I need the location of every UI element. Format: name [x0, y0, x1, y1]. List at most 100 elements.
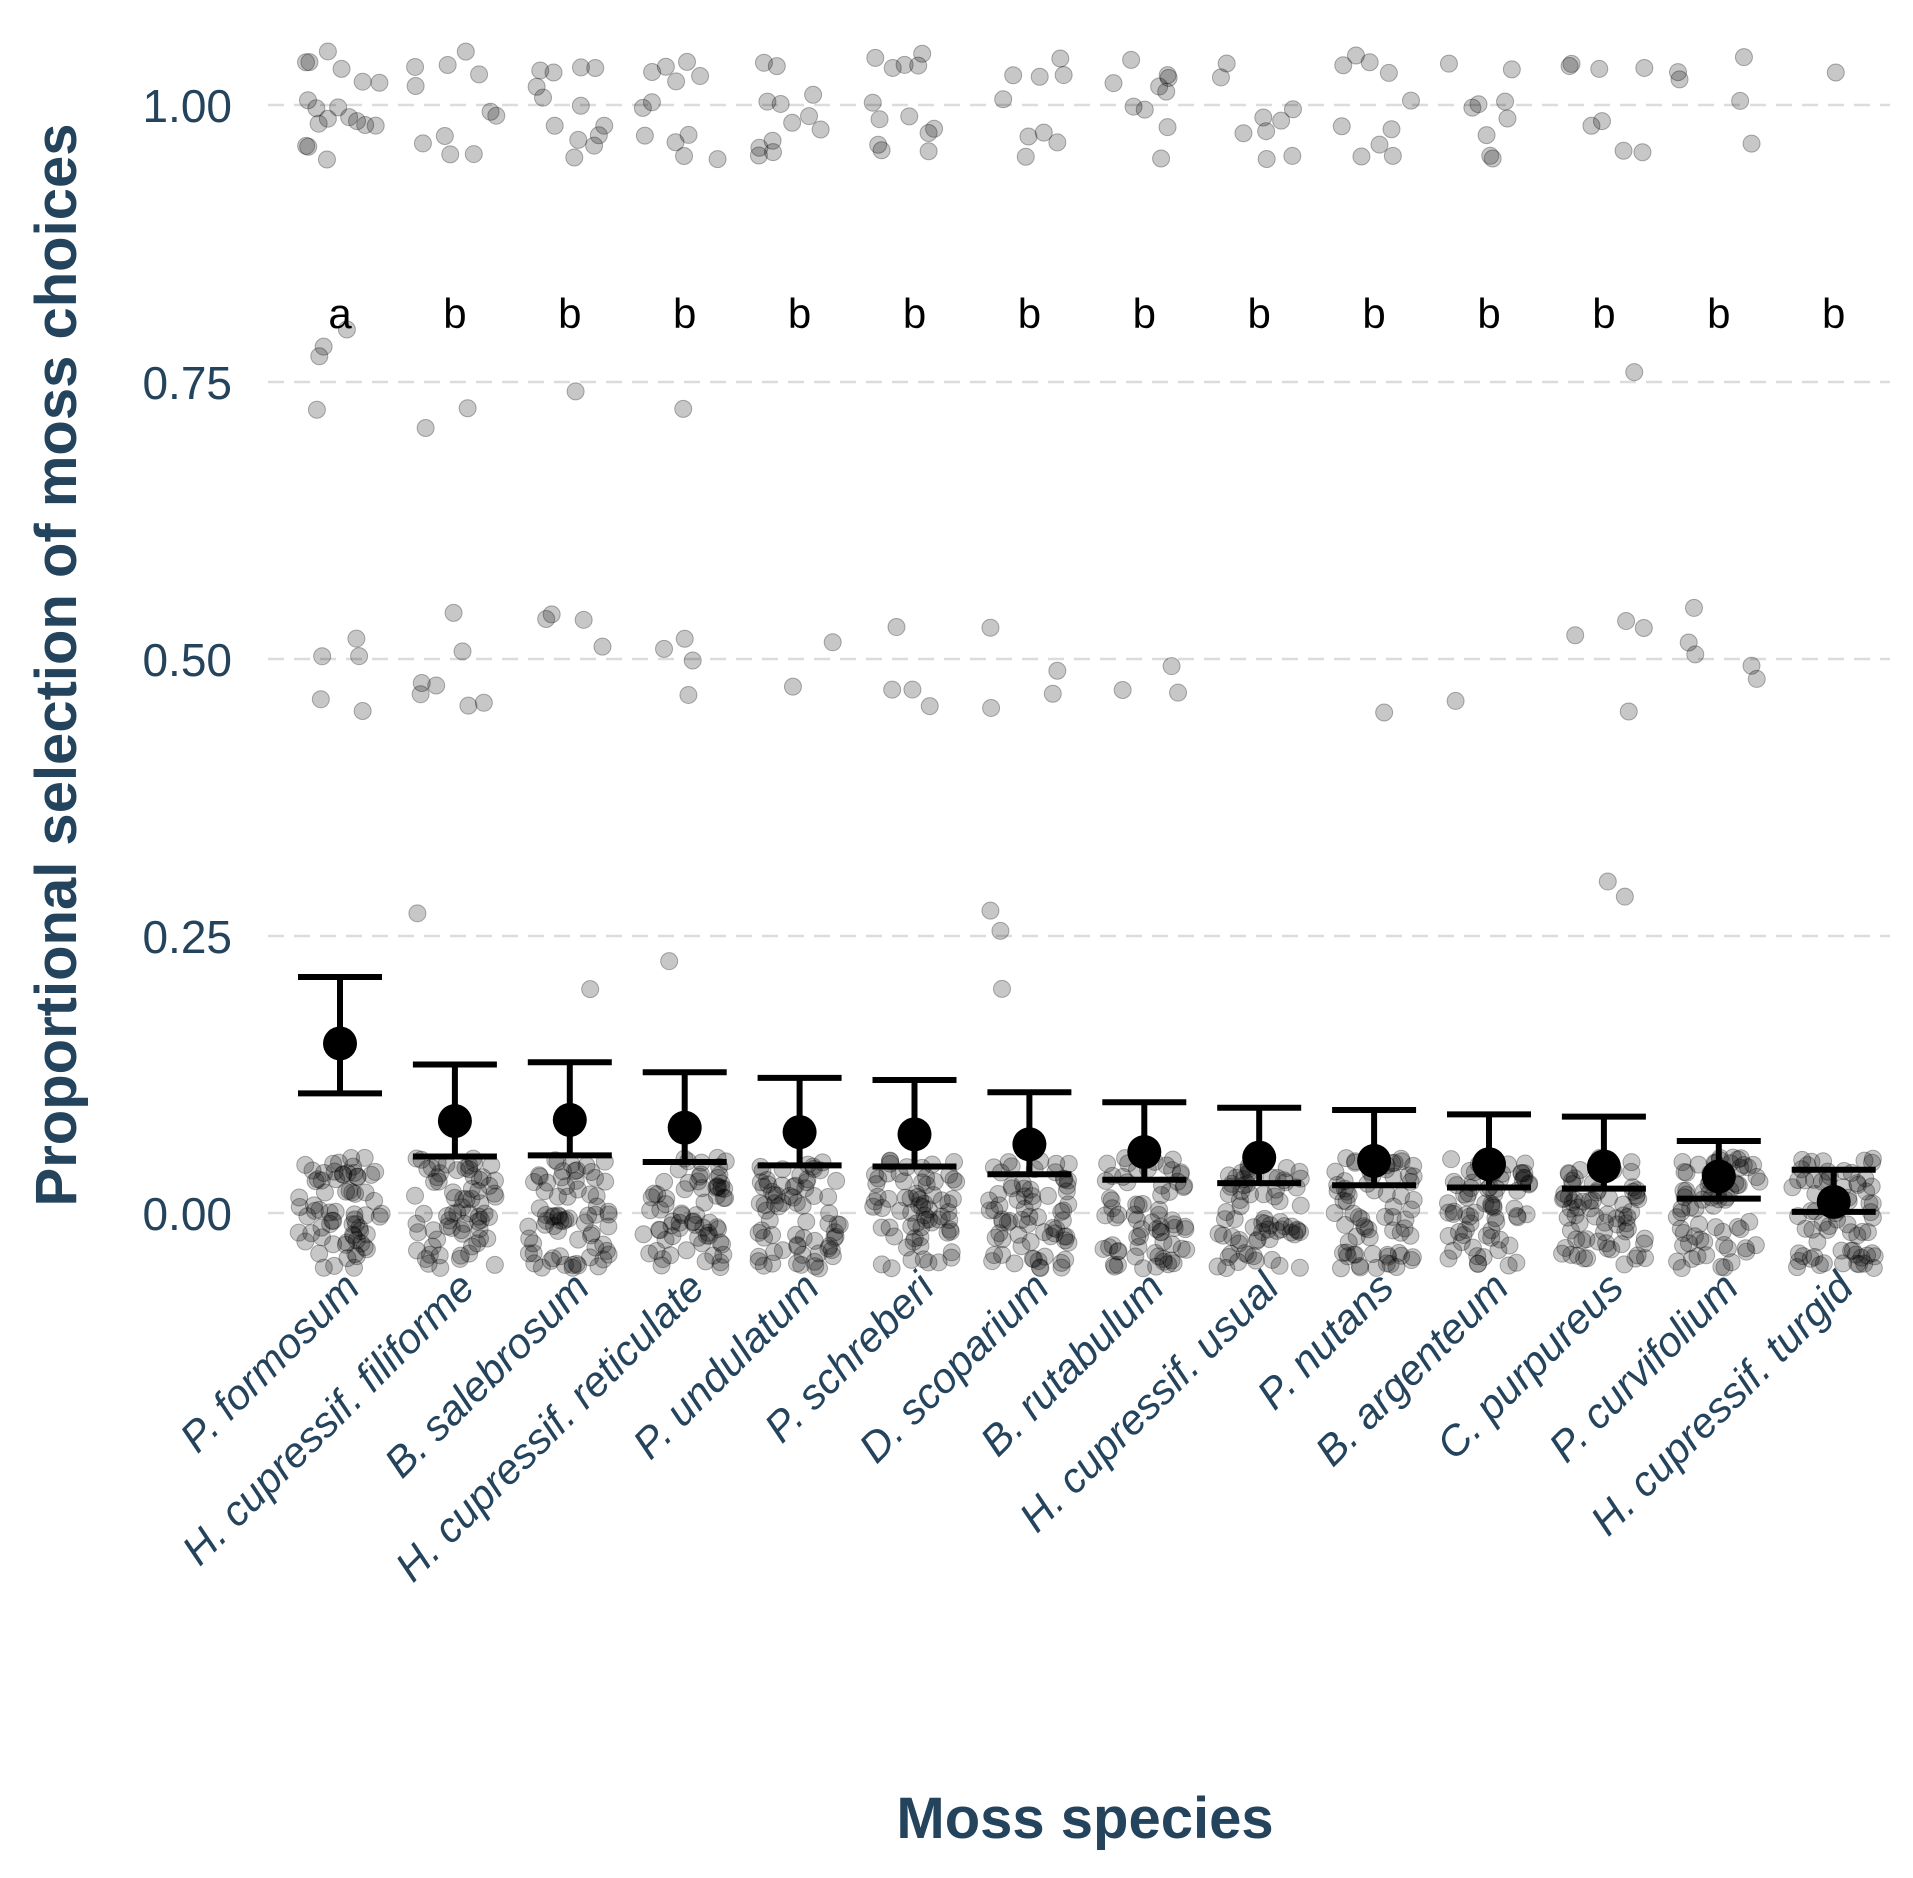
data-point [348, 1167, 367, 1186]
data-point [674, 399, 693, 418]
data-point [1697, 1246, 1716, 1265]
data-point [362, 1165, 381, 1184]
data-point [581, 1248, 600, 1267]
data-point [345, 1210, 364, 1229]
data-point [1805, 1247, 1824, 1266]
data-point [1127, 1210, 1146, 1229]
data-point [530, 1199, 549, 1218]
data-point [1028, 1208, 1047, 1227]
data-point [1265, 1187, 1284, 1206]
data-point [420, 1245, 439, 1264]
data-point [869, 135, 888, 154]
data-point [536, 1206, 555, 1225]
data-point [1636, 1249, 1655, 1268]
data-point [1614, 141, 1633, 160]
data-point [346, 1244, 365, 1263]
data-point [1742, 656, 1761, 675]
data-point [1332, 117, 1351, 136]
data-point [826, 1227, 845, 1246]
data-point [438, 55, 457, 74]
data-point [925, 119, 944, 138]
data-point [1454, 1225, 1473, 1244]
data-point [309, 114, 328, 133]
data-point [1590, 59, 1609, 78]
data-point [1808, 1232, 1827, 1251]
data-point [524, 1173, 543, 1192]
data-point [355, 1238, 374, 1257]
data-point [805, 1231, 824, 1250]
data-point [1021, 1232, 1040, 1251]
data-point [1858, 1223, 1877, 1242]
data-point [1814, 1254, 1833, 1273]
data-point [715, 1179, 734, 1198]
data-point [1142, 1213, 1161, 1232]
data-point [1257, 150, 1276, 169]
data-point [1589, 1232, 1608, 1251]
data-point [1150, 77, 1169, 96]
data-point [920, 1210, 939, 1229]
data-point [567, 1161, 586, 1180]
significance-letter: b [558, 290, 581, 337]
data-point [902, 1217, 921, 1236]
data-point [677, 1241, 696, 1260]
data-point [544, 63, 563, 82]
data-point [764, 143, 783, 162]
data-point [599, 1202, 618, 1221]
data-point [1466, 1203, 1485, 1222]
data-point [543, 1207, 562, 1226]
data-point [350, 647, 369, 666]
data-point [1012, 1210, 1031, 1229]
data-point [872, 1218, 891, 1237]
mean-point [1127, 1135, 1162, 1170]
data-point [1463, 1238, 1482, 1257]
data-point [428, 1230, 447, 1249]
data-point [929, 1210, 948, 1229]
data-point [1563, 1193, 1582, 1212]
data-point [1561, 1221, 1580, 1240]
data-point [670, 1213, 689, 1232]
data-point [1283, 100, 1302, 119]
data-point [1253, 1213, 1272, 1232]
data-point [1560, 1165, 1579, 1184]
data-point [1746, 1236, 1765, 1255]
mean-point [437, 1104, 472, 1139]
data-point [1057, 1182, 1076, 1201]
data-point [310, 1200, 329, 1219]
data-point [549, 1207, 568, 1226]
data-point [300, 53, 319, 72]
data-point [1157, 82, 1176, 101]
data-point [544, 1249, 563, 1268]
data-point [1102, 1191, 1121, 1210]
data-point [643, 62, 662, 81]
data-point [763, 131, 782, 150]
data-point [1277, 1159, 1296, 1178]
data-point [569, 1230, 588, 1249]
data-point [993, 1213, 1012, 1232]
data-point [1487, 1213, 1506, 1232]
data-point [809, 1244, 828, 1263]
data-point [1742, 134, 1761, 153]
data-point [548, 1221, 567, 1240]
data-point [942, 1248, 961, 1267]
data-point [653, 1250, 672, 1269]
data-point [485, 1171, 504, 1190]
data-point [1164, 1254, 1183, 1273]
data-point [805, 1252, 824, 1271]
data-point [683, 1213, 702, 1232]
data-point [763, 1254, 782, 1273]
data-point [1801, 1249, 1820, 1268]
data-point [1500, 1236, 1519, 1255]
data-point [1616, 1222, 1635, 1241]
data-point [1347, 1227, 1366, 1246]
data-point [1151, 1217, 1170, 1236]
data-point [1238, 1245, 1257, 1264]
data-point [712, 1179, 731, 1198]
data-point [1402, 1200, 1421, 1219]
x-axis-title: Moss species [896, 1786, 1273, 1851]
data-point [480, 1176, 499, 1195]
data-point [1685, 1227, 1704, 1246]
data-point [825, 1223, 844, 1242]
data-point [1270, 1192, 1289, 1211]
data-point [1389, 1243, 1408, 1262]
data-point [1862, 1177, 1881, 1196]
